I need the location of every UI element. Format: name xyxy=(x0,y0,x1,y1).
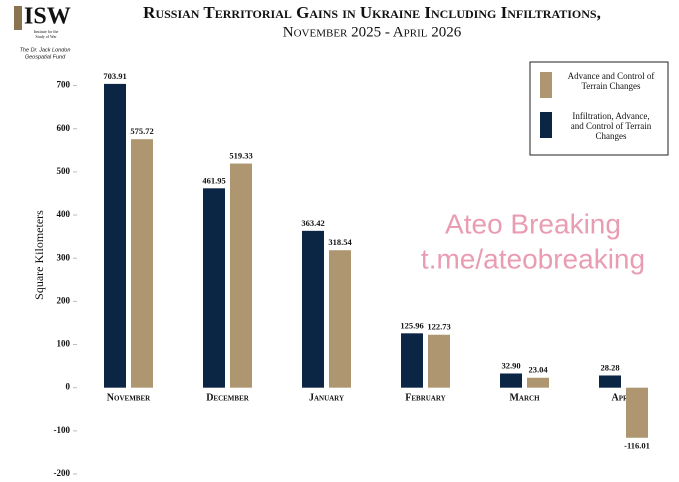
x-tick-label: February xyxy=(405,392,445,403)
bar xyxy=(599,375,621,388)
y-tick-label: 600 xyxy=(57,123,71,133)
y-tick-label: 100 xyxy=(57,339,71,349)
bar xyxy=(131,139,153,388)
y-tick-label: 300 xyxy=(57,252,71,262)
bar xyxy=(527,377,549,388)
logo-fund: The Dr. Jack London xyxy=(20,47,71,53)
bar xyxy=(428,334,450,388)
data-label: 122.73 xyxy=(427,322,450,332)
x-tick-label: December xyxy=(206,392,250,403)
data-label: 461.95 xyxy=(202,175,225,185)
chart-subtitle: November 2025 - April 2026 xyxy=(283,24,462,40)
data-label: 23.04 xyxy=(528,365,548,375)
y-tick-label: 200 xyxy=(57,295,71,305)
logo-line: Study of War xyxy=(35,34,57,39)
data-label: 519.33 xyxy=(229,151,252,161)
bar xyxy=(329,250,351,388)
bar xyxy=(401,333,423,388)
data-label: 363.42 xyxy=(301,218,324,228)
data-label: 318.54 xyxy=(328,237,352,247)
y-tick-label: 500 xyxy=(57,166,71,176)
logo-icon xyxy=(14,6,22,30)
bar xyxy=(230,163,252,388)
x-tick-label: November xyxy=(107,392,151,403)
y-tick-label: -100 xyxy=(54,425,71,435)
data-label: 32.90 xyxy=(501,360,520,370)
legend-swatch xyxy=(540,112,552,138)
chart-title: Russian Territorial Gains in Ukraine Inc… xyxy=(143,3,601,22)
data-label: 703.91 xyxy=(103,71,126,81)
logo-fund: Geospatial Fund xyxy=(25,54,66,60)
watermark: Ateo Breaking xyxy=(445,208,621,239)
x-tick-label: March xyxy=(509,392,540,403)
y-tick-label: 700 xyxy=(57,80,71,90)
logo-mark: ISW xyxy=(24,4,71,30)
data-label: 575.72 xyxy=(130,126,153,136)
bar xyxy=(203,188,225,388)
y-tick-label: 400 xyxy=(57,209,71,219)
watermark: t.me/ateobreaking xyxy=(421,243,645,274)
x-tick-label: January xyxy=(309,392,344,403)
bar xyxy=(500,373,522,388)
logo-line: Institute for the xyxy=(34,29,59,34)
legend-label: Advance and Control of Terrain Changes xyxy=(568,71,655,91)
y-axis-label: Square Kilometers xyxy=(32,210,46,300)
legend-swatch xyxy=(540,72,552,98)
data-label: -116.01 xyxy=(624,441,650,451)
legend-box xyxy=(529,61,669,156)
y-tick-label: -200 xyxy=(54,468,71,478)
y-tick-label: 0 xyxy=(66,382,71,392)
bar xyxy=(104,83,126,388)
bar xyxy=(302,230,324,388)
data-label: 28.28 xyxy=(600,362,619,372)
legend-label: Infiltration, Advance, and Control of Ter… xyxy=(571,111,652,141)
bar xyxy=(626,387,648,438)
x-tick-label: April xyxy=(612,392,636,403)
data-label: 125.96 xyxy=(400,320,423,330)
